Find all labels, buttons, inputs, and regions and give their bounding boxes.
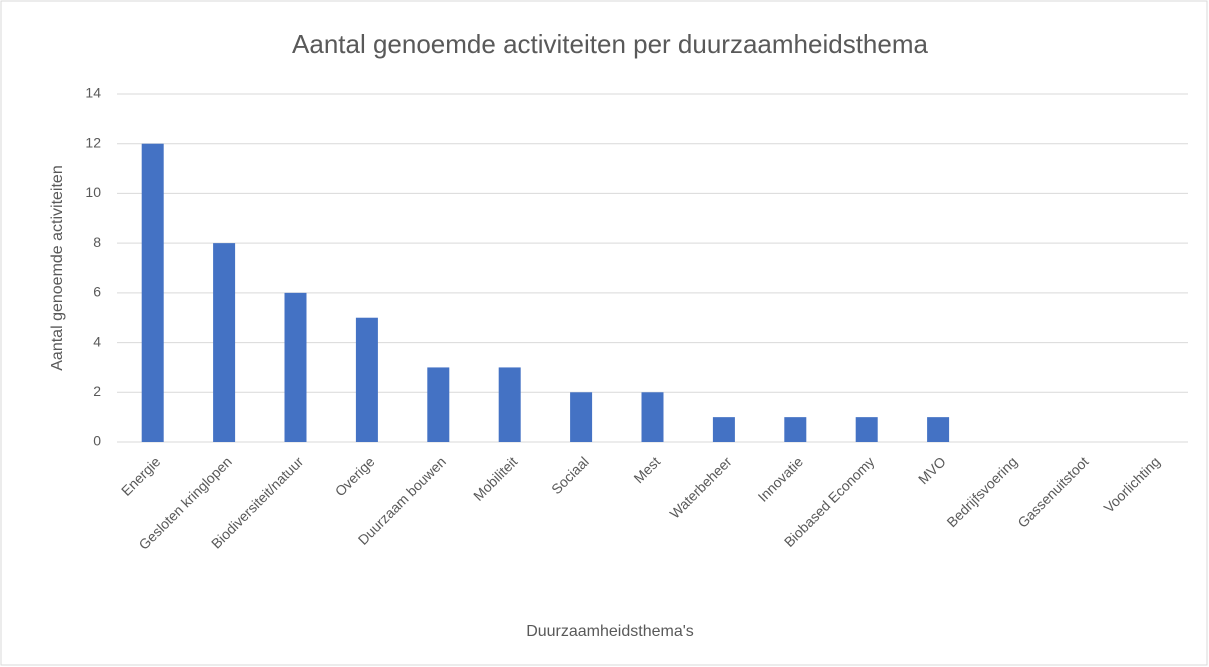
y-tick-label: 10 (85, 184, 101, 200)
bar (641, 392, 664, 442)
y-axis-label: Aantal genoemde activiteiten (49, 165, 66, 370)
bar (712, 417, 735, 442)
y-tick-label: 12 (85, 134, 101, 150)
y-tick-label: 4 (93, 333, 101, 349)
bar (427, 367, 450, 442)
chart-title: Aantal genoemde activiteiten per duurzaa… (292, 29, 928, 59)
bar (784, 417, 807, 442)
bar (355, 317, 378, 442)
y-tick-label: 2 (93, 383, 101, 399)
y-tick-label: 14 (85, 85, 101, 101)
bar (213, 243, 236, 442)
bar (141, 143, 164, 442)
bar (284, 292, 307, 442)
bar (855, 417, 878, 442)
bar (498, 367, 521, 442)
y-tick-label: 8 (93, 234, 101, 250)
bar (927, 417, 950, 442)
y-tick-label: 0 (93, 433, 101, 449)
bar (570, 392, 593, 442)
y-tick-label: 6 (93, 284, 101, 300)
x-axis-label: Duurzaamheidsthema's (526, 623, 694, 640)
